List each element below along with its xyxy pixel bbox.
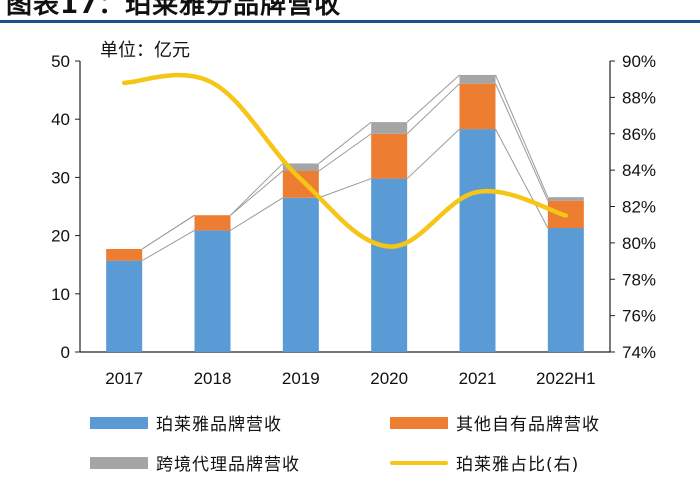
y-right-tick-label: 90% <box>622 52 656 71</box>
y-right-tick-label: 74% <box>622 343 656 362</box>
bar-segment <box>459 74 496 84</box>
connector-line <box>318 178 372 199</box>
bar-segment <box>194 230 231 352</box>
x-tick-label: 2018 <box>194 369 232 388</box>
y-right-tick-label: 88% <box>622 88 656 107</box>
unit-label: 单位：亿元 <box>100 40 190 61</box>
y-left-tick-label: 0 <box>61 343 70 362</box>
y-left-tick-label: 10 <box>51 285 70 304</box>
legend-label-share: 珀莱雅占比(右) <box>456 455 580 475</box>
connector-line <box>230 163 284 216</box>
connector-line <box>141 229 195 262</box>
bar-segment <box>106 260 143 352</box>
connector-line <box>406 83 460 135</box>
legend-swatch-crossborder <box>90 456 148 469</box>
connector-line <box>230 170 284 216</box>
y-right-tick-label: 86% <box>622 125 656 144</box>
connector-line <box>495 83 549 201</box>
bar-segment <box>459 83 496 130</box>
y-left-tick-label: 20 <box>51 227 70 246</box>
x-tick-label: 2020 <box>370 369 408 388</box>
bar-segment <box>459 129 496 352</box>
legend-label-other: 其他自有品牌营收 <box>456 415 600 435</box>
y-right-tick-label: 76% <box>622 307 656 326</box>
legend-item-crossborder: 跨境代理品牌营收 <box>90 450 300 475</box>
bar-segment <box>371 133 408 179</box>
legend-item-share: 珀莱雅占比(右) <box>390 450 579 475</box>
figure-title: 图表17：珀莱雅分品牌营收 <box>6 0 342 20</box>
legend-label-crossborder: 跨境代理品牌营收 <box>156 455 300 475</box>
chart: 0 10 20 30 40 50 74% 76% 78% 80% 82% 84% 86% 88% 90% 20… <box>51 40 656 388</box>
share-line-path <box>121 72 569 249</box>
connector-line <box>230 197 284 231</box>
bar-segment <box>371 178 408 352</box>
y-left-tick-label: 30 <box>51 168 70 187</box>
bar-segment <box>194 215 231 231</box>
y-right-tick-label: 84% <box>622 161 656 180</box>
y-right-tick-label: 82% <box>622 198 656 217</box>
x-tick-label: 2017 <box>105 369 143 388</box>
x-tick-label: 2022H1 <box>536 369 596 388</box>
share-line <box>121 72 569 249</box>
connector-lines <box>141 74 549 262</box>
connector-line <box>318 121 372 164</box>
y-left-tick-label: 40 <box>51 110 70 129</box>
legend-swatch-other <box>390 416 448 429</box>
legend-item-brand: 珀莱雅品牌营收 <box>90 410 282 435</box>
bar-segment <box>282 197 319 352</box>
bar-segment <box>106 248 143 261</box>
title-rule <box>0 20 700 23</box>
y-left-tick-label: 50 <box>51 52 70 71</box>
bar-segment <box>371 122 408 134</box>
legend-swatch-brand <box>90 416 148 429</box>
legend-item-other: 其他自有品牌营收 <box>390 410 600 435</box>
connector-line <box>495 74 549 198</box>
legend-swatch-share <box>390 460 448 465</box>
connector-line <box>141 214 195 250</box>
connector-line <box>406 128 460 179</box>
bar-segment <box>547 228 584 352</box>
x-tick-label: 2019 <box>282 369 320 388</box>
y-right-tick-label: 80% <box>622 234 656 253</box>
bar-segment <box>282 163 319 171</box>
axes <box>75 60 615 353</box>
connector-line <box>406 74 460 123</box>
y-right-tick-label: 78% <box>622 270 656 289</box>
connector-line <box>318 133 372 172</box>
bar-segment <box>547 197 584 201</box>
tick-labels: 0 10 20 30 40 50 74% 76% 78% 80% 82% 84% 86% 88% 90% 20… <box>51 52 656 388</box>
legend-label-brand: 珀莱雅品牌营收 <box>156 415 282 435</box>
x-tick-label: 2021 <box>459 369 497 388</box>
bars <box>106 74 584 352</box>
connector-line <box>495 128 549 229</box>
